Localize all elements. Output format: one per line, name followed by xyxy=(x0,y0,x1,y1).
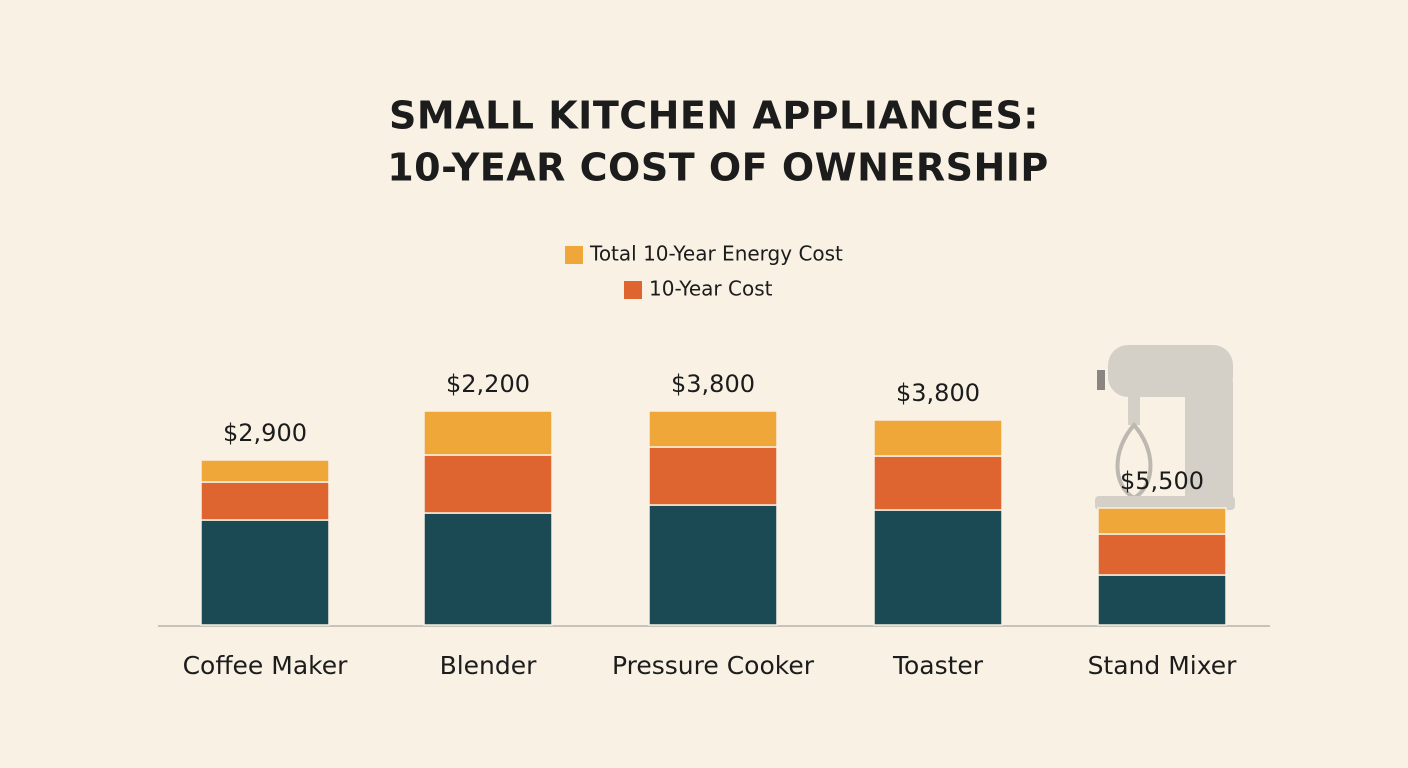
total-label: $2,900 xyxy=(223,419,307,447)
legend-label: 10-Year Cost xyxy=(649,277,773,301)
legend-label: Total 10-Year Energy Cost xyxy=(589,242,843,266)
bar-segment xyxy=(200,519,330,626)
bar-segment xyxy=(873,419,1003,457)
bar-segment xyxy=(648,504,778,626)
bar-segment xyxy=(423,410,553,456)
bar-segment xyxy=(200,481,330,521)
bar-segment xyxy=(1097,574,1227,626)
bar-segment xyxy=(1097,507,1227,535)
bar-segment xyxy=(423,512,553,626)
x-tick-label: Pressure Cooker xyxy=(612,651,815,680)
bar-segment xyxy=(1097,533,1227,576)
x-tick-label: Coffee Maker xyxy=(183,651,349,680)
x-tick-label: Stand Mixer xyxy=(1088,651,1238,680)
bar-segment xyxy=(648,410,778,448)
x-tick-label: Toaster xyxy=(892,651,984,680)
legend-swatch xyxy=(565,246,583,264)
x-tick-label: Blender xyxy=(440,651,538,680)
total-label: $2,200 xyxy=(446,370,530,398)
chart-title: 10-YEAR COST OF OWNERSHIP xyxy=(387,146,1049,190)
bar-segment xyxy=(648,446,778,506)
chart-title: SMALL KITCHEN APPLIANCES: xyxy=(389,94,1039,138)
total-label: $3,800 xyxy=(896,379,980,407)
mixer-icon xyxy=(1095,345,1235,510)
bar-segment xyxy=(873,455,1003,511)
total-label: $5,500 xyxy=(1120,467,1204,495)
total-label: $3,800 xyxy=(671,370,755,398)
bar-segment xyxy=(200,459,330,483)
legend-swatch xyxy=(624,281,642,299)
bar-segment xyxy=(423,454,553,514)
bar-segment xyxy=(873,509,1003,626)
